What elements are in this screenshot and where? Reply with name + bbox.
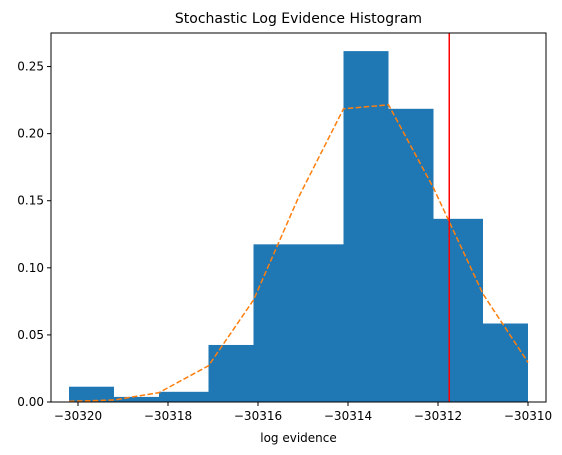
histogram-bar-2 — [114, 396, 159, 402]
histogram-bar-10 — [483, 323, 528, 402]
plot-frame — [50, 32, 547, 403]
x-tick-label: −30310 — [504, 409, 552, 423]
histogram-bars — [69, 51, 528, 403]
histogram-bar-1 — [69, 386, 114, 402]
y-tick-label: 0.10 — [17, 261, 44, 275]
histogram-bar-9 — [433, 218, 483, 402]
x-tick-label: −30314 — [324, 409, 372, 423]
histogram-bar-7 — [343, 51, 389, 403]
chart-title: Stochastic Log Evidence Histogram — [175, 11, 422, 27]
histogram-bar-8 — [388, 108, 434, 402]
x-tick-label: −30312 — [414, 409, 462, 423]
x-tick-label: −30316 — [234, 409, 282, 423]
x-axis-label: log evidence — [260, 431, 337, 445]
histogram-bar-3 — [159, 391, 209, 402]
x-axis-ticks: −30320 −30318 −30316 −30314 −30312 −30310 — [54, 402, 552, 423]
y-axis-ticks: 0.00 0.05 0.10 0.15 0.20 0.25 — [17, 60, 51, 409]
y-tick-label: 0.15 — [17, 194, 44, 208]
histogram-bar-4 — [208, 344, 254, 402]
y-tick-label: 0.00 — [17, 395, 44, 409]
histogram-bar-5 — [253, 244, 299, 402]
x-tick-label: −30320 — [54, 409, 102, 423]
y-tick-label: 0.05 — [17, 328, 44, 342]
y-tick-label: 0.25 — [17, 60, 44, 74]
histogram-bar-6 — [298, 244, 344, 402]
x-tick-label: −30318 — [144, 409, 192, 423]
y-tick-label: 0.20 — [17, 127, 44, 141]
